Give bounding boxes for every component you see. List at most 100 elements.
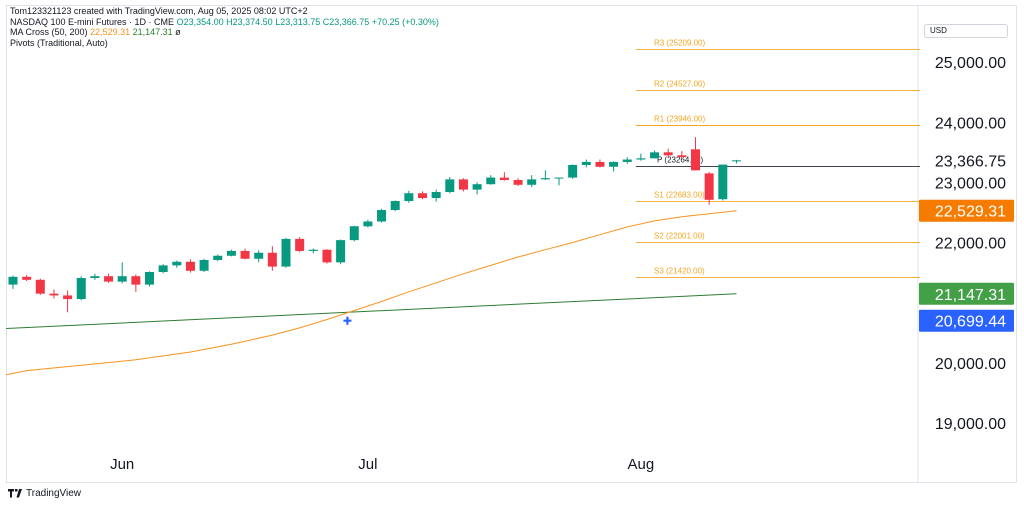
ma50-legend-value: 22,529.31 <box>90 27 131 37</box>
candle-body <box>390 201 400 211</box>
candle-body <box>472 184 482 190</box>
pivots-legend[interactable]: Pivots (Traditional, Auto) <box>10 38 108 48</box>
candle-body <box>185 261 195 271</box>
candle-body <box>404 193 414 202</box>
close-value: C23,366.75 <box>322 17 370 27</box>
low-value: L23,313.75 <box>275 17 321 27</box>
candle-body <box>554 177 564 179</box>
x-axis-label: Aug <box>628 456 655 473</box>
pivot-label: S2 (22001.00) <box>654 231 705 240</box>
candle-body <box>513 179 523 185</box>
candle-body <box>76 278 86 300</box>
y-axis-tick-label: 22,000.00 <box>935 236 1006 253</box>
tradingview-logo-icon <box>8 489 22 498</box>
candle-body <box>349 226 359 241</box>
y-axis-tick-label: 19,000.00 <box>935 416 1006 433</box>
pivot-label: P (23264.00) <box>657 156 703 165</box>
y-axis-tick-label: 20,000.00 <box>935 356 1006 373</box>
candle-body <box>445 179 455 193</box>
candle-body <box>540 178 550 180</box>
price-label-box <box>919 199 1014 222</box>
candle-body <box>131 276 141 285</box>
candle-body <box>213 255 223 260</box>
candle-body <box>499 177 509 180</box>
pivot-label: R1 (23946.00) <box>654 115 705 124</box>
candle-body <box>363 221 373 227</box>
x-axis-label: Jul <box>358 456 377 473</box>
candle-body <box>622 159 632 162</box>
price-label: 21,147.31 <box>935 287 1006 304</box>
change-value: +70.25 (+0.30%) <box>371 17 439 27</box>
candle-body <box>431 192 441 199</box>
candle-body <box>322 249 332 263</box>
y-axis-tick-label: 23,000.00 <box>935 175 1006 192</box>
candle-body <box>226 250 236 256</box>
candle-body <box>267 252 277 267</box>
tradingview-brand: TradingView <box>26 488 82 499</box>
currency-button[interactable]: USD <box>924 24 1008 38</box>
chart-frame <box>6 5 1017 483</box>
candle-body <box>281 238 291 267</box>
candle-body <box>158 265 168 272</box>
candle-body <box>308 249 318 251</box>
open-value: O23,354.00 <box>176 17 224 27</box>
candle-body <box>718 164 728 200</box>
candle-body <box>704 173 714 200</box>
pivot-label: S1 (22683.00) <box>654 190 705 199</box>
candle-body <box>650 152 660 159</box>
tradingview-watermark: TradingView <box>8 488 81 500</box>
candle-body <box>677 155 687 158</box>
candle-body <box>581 161 591 165</box>
candle-body <box>295 238 305 251</box>
price-label: 23,366.75 <box>935 153 1006 170</box>
ma50-line <box>6 210 737 376</box>
candle-body <box>145 271 154 285</box>
candle-body <box>63 295 73 300</box>
candle-body <box>90 276 100 279</box>
candle-body <box>458 179 468 190</box>
candle-body <box>731 160 741 162</box>
price-label: 20,699.44 <box>935 314 1006 331</box>
candle-body <box>486 177 496 185</box>
candle-body <box>199 259 209 271</box>
y-axis-tick-label: 24,000.00 <box>935 115 1006 132</box>
candle-body <box>254 252 264 259</box>
candle-body <box>595 161 605 167</box>
candle-body <box>609 161 619 167</box>
ma200-line <box>6 293 737 329</box>
candle-body <box>35 279 45 294</box>
ma-cross-label: MA Cross (50, 200) <box>10 27 88 37</box>
candle-body <box>568 164 578 178</box>
candle-body <box>527 179 537 185</box>
ma-symbol: ø <box>175 27 181 37</box>
ma200-legend-value: 21,147.31 <box>132 27 173 37</box>
pivot-label: R3 (25209.00) <box>654 39 705 48</box>
candle-body <box>240 250 250 259</box>
candle-body <box>418 193 427 199</box>
candle-body <box>104 276 114 282</box>
ma-cross-legend[interactable]: MA Cross (50, 200) 22,529.31 21,147.31 ø <box>10 27 181 38</box>
high-value: H23,374.50 <box>226 17 273 27</box>
price-label: 22,529.31 <box>935 204 1006 221</box>
candle-body <box>172 261 182 266</box>
candle-body <box>336 240 346 263</box>
pivot-label: R2 (24527.00) <box>654 80 705 89</box>
pivot-label: S3 (21420.00) <box>654 266 705 275</box>
y-axis-tick-label: 25,000.00 <box>935 55 1006 72</box>
candle-body <box>691 149 700 171</box>
candle-body <box>8 276 18 285</box>
cross-marker-icon <box>343 316 352 325</box>
candle-body <box>49 293 59 296</box>
symbol-name[interactable]: NASDAQ 100 E-mini Futures · 1D · CME <box>10 17 175 27</box>
candle-body <box>117 276 127 282</box>
created-by-text: Tom123321123 created with TradingView.co… <box>10 6 308 16</box>
candle-body <box>377 210 387 222</box>
price-label-box <box>919 282 1014 305</box>
indicator-legend: MA Cross (50, 200) 22,529.31 21,147.31 ø… <box>10 27 181 49</box>
x-axis-label: Jun <box>110 456 134 473</box>
price-label-box <box>919 309 1014 332</box>
symbol-ohlc-line: NASDAQ 100 E-mini Futures · 1D · CME O23… <box>10 17 439 28</box>
candle-body <box>636 158 646 160</box>
candle-body <box>663 152 673 156</box>
